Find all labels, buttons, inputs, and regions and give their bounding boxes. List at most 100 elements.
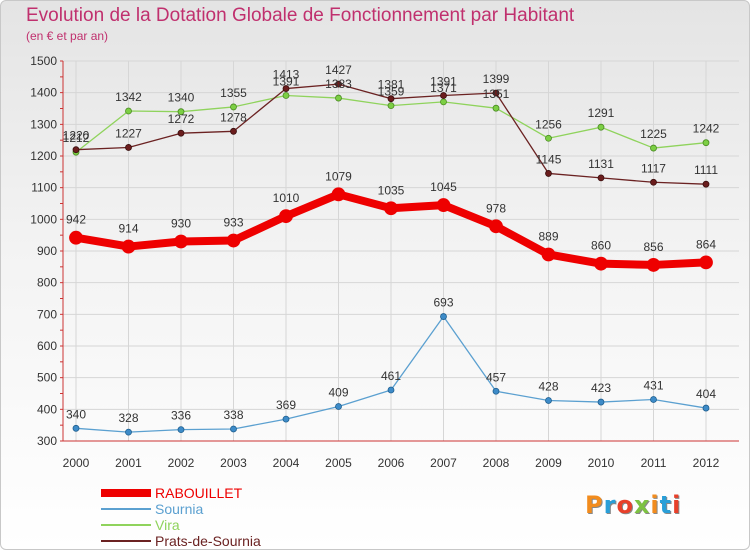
data-label: 1131 xyxy=(588,157,614,171)
y-tick-label: 600 xyxy=(37,339,57,353)
data-point xyxy=(282,415,290,423)
data-point xyxy=(597,174,605,182)
x-tick-label: 2008 xyxy=(483,456,510,470)
legend-swatch xyxy=(101,540,151,542)
data-point xyxy=(384,201,398,216)
data-point xyxy=(335,94,342,102)
data-label: 933 xyxy=(223,216,243,230)
data-point xyxy=(125,144,132,151)
data-label: 340 xyxy=(66,407,86,421)
data-label: 1391 xyxy=(430,75,457,89)
legend-label: Vira xyxy=(155,517,180,533)
data-label: 1278 xyxy=(220,110,247,124)
data-point xyxy=(436,198,451,212)
data-label: 404 xyxy=(696,387,716,401)
data-label: 1381 xyxy=(378,78,405,92)
data-label: 930 xyxy=(171,217,191,231)
data-point xyxy=(174,234,188,249)
data-label: 978 xyxy=(486,201,506,215)
data-point xyxy=(545,397,552,404)
data-label: 1242 xyxy=(693,122,720,136)
data-label: 914 xyxy=(118,222,138,236)
x-tick-label: 2000 xyxy=(63,456,90,470)
y-tick-label: 800 xyxy=(37,276,57,290)
data-point xyxy=(545,134,552,142)
data-label: 942 xyxy=(66,213,86,227)
data-label: 1256 xyxy=(535,117,562,131)
data-label: 1117 xyxy=(641,161,666,175)
axes: 300 400 500 600 700 800 900 1000 1100 1200 1300 140… xyxy=(30,54,739,470)
data-point xyxy=(177,426,185,434)
data-label: 328 xyxy=(118,411,138,425)
data-label: 1225 xyxy=(640,127,667,141)
y-tick-label: 1000 xyxy=(30,212,57,226)
data-label: 860 xyxy=(591,239,611,253)
data-point xyxy=(331,187,346,202)
data-label: 336 xyxy=(171,409,191,423)
data-label: 864 xyxy=(696,237,716,251)
data-label: 889 xyxy=(538,229,558,243)
data-label: 428 xyxy=(538,379,558,393)
data-label: 1342 xyxy=(115,90,142,104)
x-tick-label: 2004 xyxy=(273,456,300,470)
data-label: 693 xyxy=(433,296,453,310)
data-point xyxy=(489,219,503,234)
data-label: 423 xyxy=(591,381,611,395)
data-point xyxy=(650,178,657,186)
data-label: 1220 xyxy=(63,129,90,143)
data-point xyxy=(177,129,185,137)
data-point xyxy=(226,233,241,248)
data-label: 431 xyxy=(643,379,663,393)
data-point xyxy=(541,247,556,262)
data-label: 409 xyxy=(328,385,348,399)
x-tick-label: 2012 xyxy=(693,456,720,470)
data-label: 1035 xyxy=(378,183,405,197)
data-label: 1045 xyxy=(430,180,457,194)
data-label: 1079 xyxy=(325,169,352,183)
data-point xyxy=(440,313,447,320)
chart-subtitle: (en € et par an) xyxy=(26,29,109,43)
data-point xyxy=(492,89,500,97)
data-label: 338 xyxy=(223,408,243,422)
grid xyxy=(63,60,739,442)
x-tick-label: 2005 xyxy=(325,456,352,470)
data-labels: 1212 1342 1340 1355 1391 1383 1359 1371 1351 1256… xyxy=(63,63,720,425)
data-point xyxy=(282,92,290,99)
data-label: 1413 xyxy=(273,68,300,82)
data-point xyxy=(597,123,605,131)
data-label: 1391 xyxy=(273,75,300,89)
data-point xyxy=(72,146,80,154)
legend-label: Prats-de-Sournia xyxy=(155,533,261,549)
data-point xyxy=(387,386,395,394)
data-point xyxy=(335,80,342,88)
data-point xyxy=(492,387,500,395)
x-tick-label: 2007 xyxy=(430,456,457,470)
data-point xyxy=(125,107,132,115)
data-label: 1212 xyxy=(63,131,90,145)
y-tick-label: 500 xyxy=(37,371,57,385)
data-label: 1427 xyxy=(325,63,352,77)
y-tick-label: 1200 xyxy=(30,149,57,163)
y-tick-label: 1100 xyxy=(31,181,57,195)
legend-swatch xyxy=(101,524,151,526)
proxiti-logo: Proxiti xyxy=(585,491,682,519)
data-label: 457 xyxy=(486,370,506,384)
data-label: 461 xyxy=(381,369,401,383)
data-label: 1340 xyxy=(168,91,195,105)
data-label: 369 xyxy=(276,398,296,412)
data-label: 1355 xyxy=(220,86,247,100)
legend-label: RABOUILLET xyxy=(155,485,243,501)
data-point xyxy=(702,139,710,147)
data-label: 1399 xyxy=(483,72,510,86)
x-tick-label: 2009 xyxy=(535,456,562,470)
data-point xyxy=(230,425,237,433)
legend-swatch xyxy=(101,489,151,497)
data-point xyxy=(702,404,710,412)
data-label: 1351 xyxy=(483,87,510,101)
data-point xyxy=(282,85,290,92)
data-point xyxy=(492,104,500,112)
data-label: 1227 xyxy=(115,126,142,140)
data-label: 1359 xyxy=(378,85,405,99)
